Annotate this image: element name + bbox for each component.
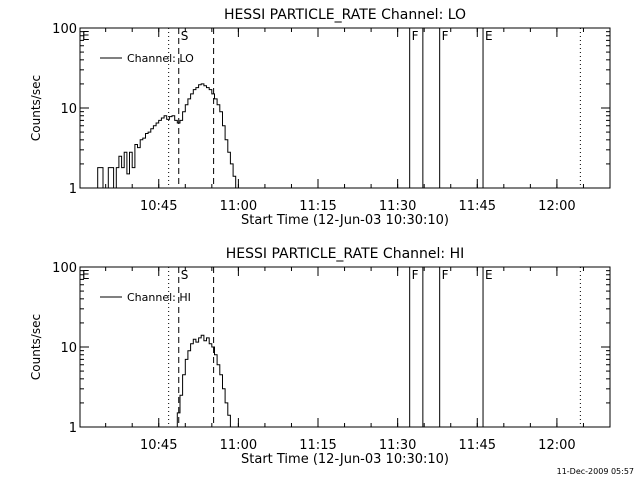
series-line	[95, 83, 237, 189]
x-tick-label: 11:00	[220, 438, 257, 453]
x-tick-label: 11:45	[459, 199, 496, 214]
x-tick-label: 11:45	[459, 438, 496, 453]
x-tick-label: 11:00	[220, 199, 257, 214]
event-marker-label: E	[485, 29, 493, 43]
event-marker-label: F	[442, 29, 449, 43]
event-marker-label: S	[181, 268, 189, 282]
y-tick-label: 10	[60, 341, 77, 356]
event-marker-label: S	[181, 29, 189, 43]
x-tick-label: 11:30	[379, 199, 416, 214]
event-marker-label: E	[82, 29, 90, 43]
y-tick-label: 10	[60, 102, 77, 117]
y-tick-label: 1	[69, 182, 77, 197]
chart-title: HESSI PARTICLE_RATE Channel: HI	[226, 246, 464, 262]
event-marker-label: F	[412, 268, 419, 282]
chart-title: HESSI PARTICLE_RATE Channel: LO	[224, 7, 466, 23]
x-tick-label: 10:45	[140, 199, 177, 214]
y-tick-label: 1	[69, 421, 77, 436]
x-tick-label: 11:15	[299, 438, 336, 453]
y-axis-label: Counts/sec	[29, 75, 43, 141]
y-tick-label: 100	[52, 261, 77, 276]
x-tick-label: 12:00	[538, 438, 575, 453]
legend-label: Channel: HI	[127, 291, 191, 304]
series-line	[174, 334, 231, 428]
event-marker-label: E	[82, 268, 90, 282]
legend-label: Channel: LO	[127, 52, 194, 65]
x-tick-label: 12:00	[538, 199, 575, 214]
x-axis-label: Start Time (12-Jun-03 10:30:10)	[241, 452, 449, 467]
x-tick-label: 10:45	[140, 438, 177, 453]
y-tick-label: 100	[52, 22, 77, 37]
event-marker-label: F	[442, 268, 449, 282]
x-tick-label: 11:30	[379, 438, 416, 453]
generation-timestamp: 11-Dec-2009 05:57	[556, 467, 634, 476]
y-axis-label: Counts/sec	[29, 314, 43, 380]
event-marker-label: F	[412, 29, 419, 43]
event-marker-label: E	[485, 268, 493, 282]
x-axis-label: Start Time (12-Jun-03 10:30:10)	[241, 213, 449, 228]
x-tick-label: 11:15	[299, 199, 336, 214]
